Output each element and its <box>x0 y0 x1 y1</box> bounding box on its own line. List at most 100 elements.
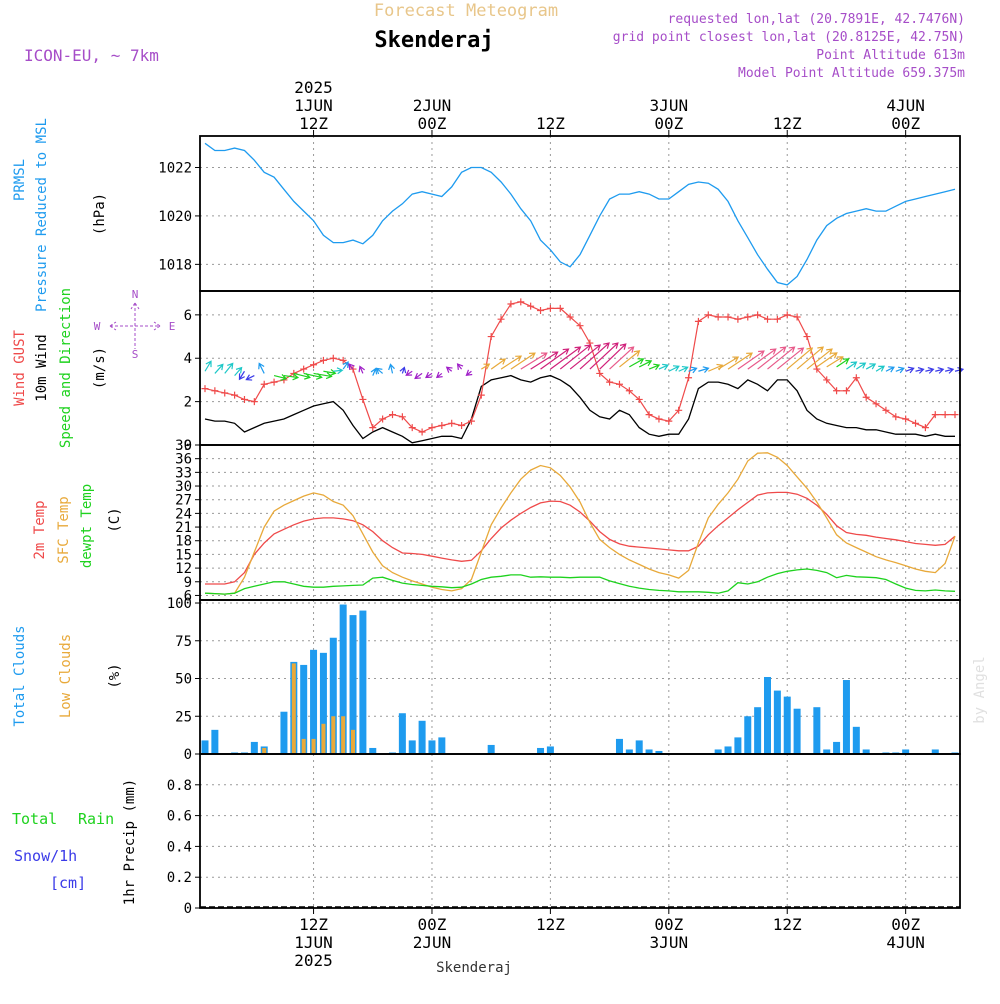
xtick-bottom-label: 12Z <box>773 915 802 934</box>
gust-line <box>204 301 955 433</box>
total-cloud-bar <box>655 750 663 754</box>
ytick-label: 36 <box>175 452 192 468</box>
low-cloud-bar <box>341 716 346 754</box>
total-cloud-bar <box>250 741 258 754</box>
gust-point <box>566 313 574 321</box>
wind-arrow <box>589 342 619 370</box>
temp-unit: (C) <box>107 507 123 532</box>
total-cloud-bar <box>487 744 495 754</box>
gust-point <box>734 315 742 323</box>
ytick-label: 75 <box>175 634 192 650</box>
gust-point <box>458 421 466 429</box>
pressure-unit: (hPa) <box>92 193 108 235</box>
wind-unit: (m/s) <box>92 347 108 389</box>
low-cloud-bar <box>262 747 267 754</box>
ytick-label: 100 <box>167 596 192 612</box>
wind-arrow <box>668 365 680 372</box>
gust-point <box>507 300 515 308</box>
gust-point <box>467 417 475 425</box>
wind-arrow <box>846 361 858 370</box>
gust-point <box>438 421 446 429</box>
wind-arrow <box>579 342 610 370</box>
clouds-label-low: Low Clouds <box>58 634 74 718</box>
wind-arrow <box>776 347 805 370</box>
gust-point <box>872 400 880 408</box>
wind-arrow <box>540 348 570 370</box>
header-point-altitude: Point Altitude 613m <box>816 48 965 63</box>
gust-point <box>704 311 712 319</box>
header-requested: requested lon,lat (20.7891E, 42.7476N) <box>668 12 965 27</box>
temp-dewpt-line <box>204 568 956 595</box>
gust-point <box>941 411 949 419</box>
gust-point <box>359 395 367 403</box>
header-title: Forecast Meteogram <box>374 1 558 21</box>
xtick-bottom-label: 1JUN <box>294 933 333 952</box>
xtick-bottom-label: 00Z <box>418 915 447 934</box>
wind-arrow <box>599 343 627 370</box>
wind-arrow <box>204 360 212 372</box>
ytick-label: 30 <box>175 479 192 495</box>
ytick-label: 6 <box>184 308 192 324</box>
compass-e: E <box>169 320 176 333</box>
wind-arrow <box>283 373 300 381</box>
total-cloud-bar <box>754 707 762 754</box>
gust-point <box>319 356 327 364</box>
data-marks <box>200 142 965 908</box>
wind-arrow <box>727 352 753 370</box>
gust-point <box>675 406 683 414</box>
ytick-label: 33 <box>175 465 192 481</box>
gust-point <box>862 393 870 401</box>
wind-arrow <box>865 363 877 370</box>
total-cloud-bar <box>418 720 426 754</box>
total-cloud-bar <box>833 741 841 754</box>
wind-arrow <box>658 363 670 371</box>
wind-arrow <box>609 346 635 370</box>
gridlines <box>200 136 960 909</box>
wind-arrow <box>925 366 935 374</box>
wind-arrow <box>638 359 653 368</box>
wind-arrow <box>238 370 245 381</box>
gust-point <box>369 424 377 432</box>
wind-arrow <box>510 352 536 370</box>
temp-2m-line <box>205 491 956 585</box>
xtick-bottom-label: 4JUN <box>886 933 925 952</box>
wind-arrow <box>836 358 850 368</box>
gust-point <box>310 361 318 369</box>
wind-arrow <box>500 355 523 370</box>
gust-point <box>892 413 900 421</box>
wind-arrow <box>520 352 548 370</box>
total-cloud-bar <box>319 652 327 754</box>
wind-arrow <box>224 362 234 374</box>
gust-point <box>546 304 554 312</box>
panel-frame <box>199 753 961 909</box>
gust-point <box>921 424 929 432</box>
total-cloud-bar <box>852 726 860 754</box>
total-cloud-bar <box>734 737 742 754</box>
wind-arrow <box>737 350 765 370</box>
ytick-label: 24 <box>175 506 192 522</box>
gust-point <box>260 380 268 388</box>
wind-arrow <box>245 374 255 381</box>
ytick-label: 9 <box>184 575 192 591</box>
wind-arrow <box>425 371 433 379</box>
gust-point <box>625 387 633 395</box>
ytick-label: 27 <box>175 493 192 509</box>
gust-point <box>635 395 643 403</box>
temp-label-sfc: SFC Temp <box>56 496 72 563</box>
total-cloud-bar <box>211 729 219 754</box>
ytick-label: 2 <box>184 395 192 411</box>
wind-arrow <box>370 367 378 376</box>
pressure-label-2: Pressure Reduced to MSL <box>34 118 50 312</box>
gust-point <box>615 380 623 388</box>
wind-arrow <box>855 362 867 370</box>
ytick-label: 0 <box>184 901 192 917</box>
gust-point <box>428 424 436 432</box>
wind10-line <box>204 374 955 444</box>
temp-label-2m: 2m Temp <box>32 500 48 559</box>
wind-arrow <box>414 372 423 380</box>
gust-point <box>764 315 771 323</box>
ytick-label: 12 <box>175 561 192 577</box>
ytick-label: 39 <box>175 438 192 454</box>
gust-point <box>270 378 278 386</box>
